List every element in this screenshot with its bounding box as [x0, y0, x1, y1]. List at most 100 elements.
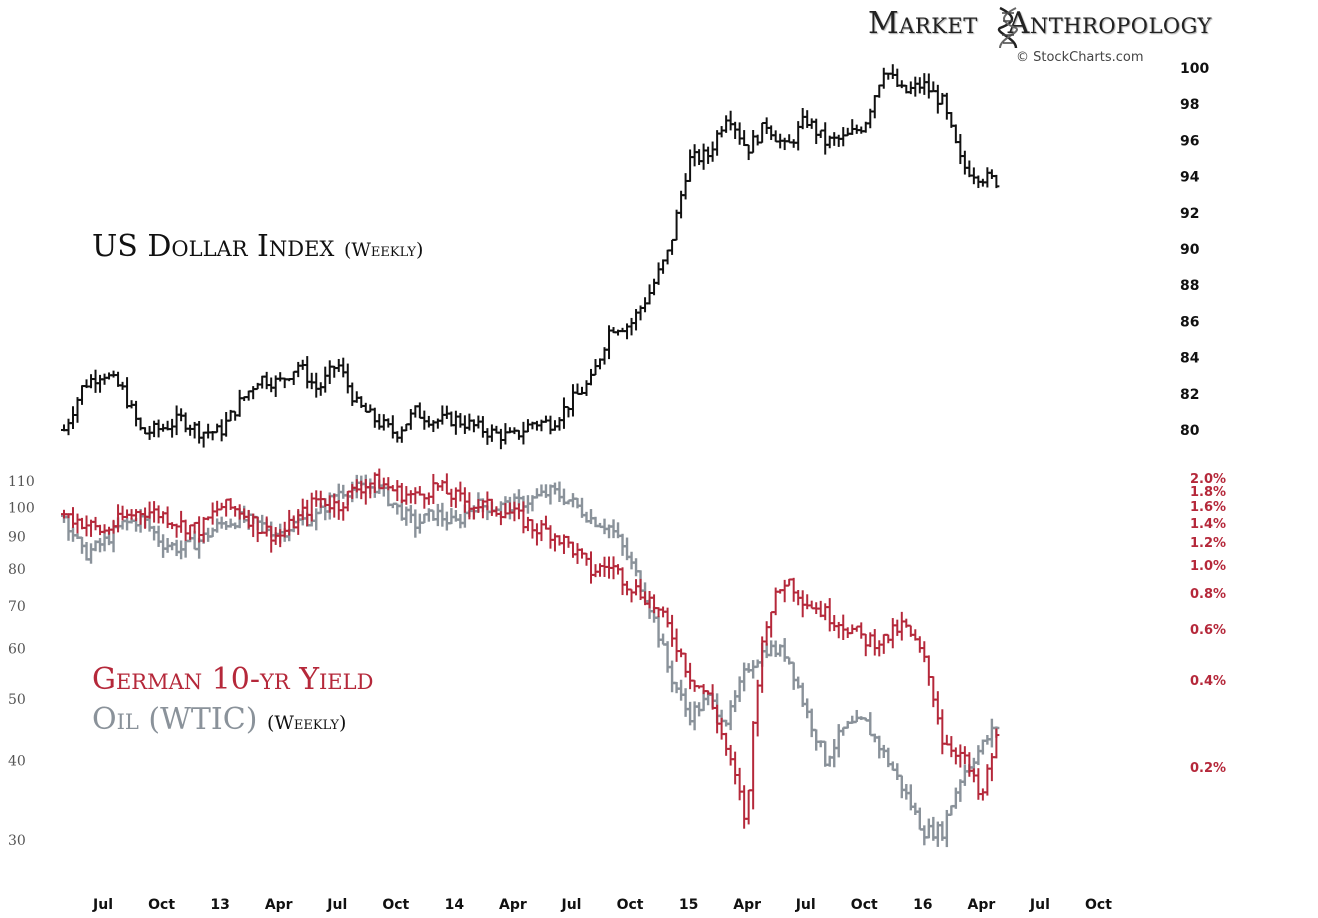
yield-bar [858, 622, 865, 639]
yield-bar [538, 519, 545, 542]
usd-bar [970, 167, 977, 185]
oil-bar [588, 509, 594, 525]
yield-bar [624, 580, 631, 596]
yield-bar [119, 505, 126, 521]
usd-tick-label: 92 [1180, 206, 1199, 222]
usd-tick-label: 100 [1180, 61, 1209, 77]
usd-bar [952, 124, 959, 144]
usd-bar [200, 431, 207, 448]
yield-bar [894, 619, 901, 636]
yield-tick-label: 1.8% [1190, 485, 1226, 500]
usd-bar [515, 429, 522, 440]
oil-bar [628, 551, 635, 570]
usd-bar [457, 413, 464, 428]
yield-bar [299, 498, 306, 521]
yield-bar [524, 516, 531, 532]
yield-bar [367, 482, 374, 499]
usd-bar [313, 372, 320, 398]
usd-bar [646, 284, 653, 305]
usd-bar [421, 410, 428, 430]
yield-bar [619, 567, 626, 596]
yield-bar [92, 516, 99, 531]
yield-bar [709, 684, 716, 710]
oil-bar [227, 518, 234, 528]
yield-bar [106, 526, 113, 535]
usd-bar [169, 418, 176, 438]
oil-bar [610, 519, 617, 539]
yield-bar [628, 588, 635, 603]
usd-tick-label: 98 [1180, 97, 1199, 113]
oil-bar [457, 513, 464, 529]
yield-bar [754, 679, 761, 737]
yield-bar [723, 732, 730, 756]
dna-helix-icon [997, 6, 1019, 49]
yield-bar [137, 510, 144, 525]
usd-bar [569, 384, 576, 417]
yield-bar [817, 600, 824, 618]
usd-bar [502, 423, 509, 445]
yield-bar [542, 515, 549, 530]
yield-bar [763, 621, 770, 646]
usd-bar [727, 110, 734, 131]
usd-bar [669, 238, 676, 255]
yield-bar [759, 636, 766, 693]
usd-tick-label: 88 [1180, 278, 1199, 294]
usd-bar [443, 405, 450, 419]
oil-bar [88, 543, 95, 564]
yield-series-name: German 10-yr Yield [92, 662, 374, 697]
oil-bar [209, 527, 216, 538]
oil-bar [443, 511, 450, 531]
yield-bar [808, 600, 815, 610]
time-tick-label: 15 [679, 897, 698, 913]
time-tick-label: Jul [560, 897, 581, 913]
usd-bar [961, 150, 968, 175]
usd-tick-label: 84 [1180, 351, 1200, 367]
yield-bar [479, 499, 486, 519]
yield-bar [466, 492, 473, 520]
oil-tick-label: 70 [8, 599, 26, 615]
usd-bar [223, 412, 230, 437]
yield-bar [461, 487, 468, 513]
usd-bar [124, 377, 131, 409]
yield-bar [394, 480, 401, 502]
brand-subtitle: © StockCharts.com [1016, 50, 1144, 65]
yield-bar [421, 493, 428, 509]
usd-bar [808, 118, 815, 129]
yield-bar [646, 591, 653, 609]
usd-bar [133, 400, 140, 427]
yield-bar [115, 504, 122, 533]
yield-bar [822, 603, 829, 621]
yield-bar [344, 490, 351, 512]
usd-bar [822, 122, 829, 155]
yield-bar [128, 509, 135, 520]
yield-bar [425, 492, 432, 505]
oil-bar [678, 679, 685, 701]
oil-bar [903, 784, 910, 800]
usd-bar [70, 406, 77, 429]
yield-bar [74, 513, 81, 534]
usd-bar [655, 262, 662, 285]
usd-bar [407, 409, 414, 430]
oil-bar [601, 518, 608, 535]
usd-bar [560, 397, 567, 429]
oil-bar [205, 527, 212, 542]
yield-tick-label: 2.0% [1190, 472, 1226, 487]
oil-bar [313, 508, 320, 531]
oil-tick-label: 30 [8, 833, 26, 849]
yield-bar [407, 490, 414, 504]
oil-series-label: Oil (WTIC) (Weekly) [92, 702, 346, 737]
usd-bar [984, 167, 991, 188]
usd-bar [425, 415, 432, 428]
usd-bar [628, 317, 635, 336]
oil-bar [835, 724, 842, 758]
yield-bar [916, 636, 923, 653]
yield-bar [97, 524, 104, 536]
usd-bar [92, 369, 99, 393]
yield-bar [826, 598, 833, 632]
yield-bar [804, 594, 811, 610]
usd-bar [768, 125, 775, 140]
usd-bar [754, 134, 761, 146]
oil-series-name: Oil (WTIC) [92, 702, 258, 737]
usd-bar [304, 356, 311, 389]
yield-bar [281, 521, 288, 538]
